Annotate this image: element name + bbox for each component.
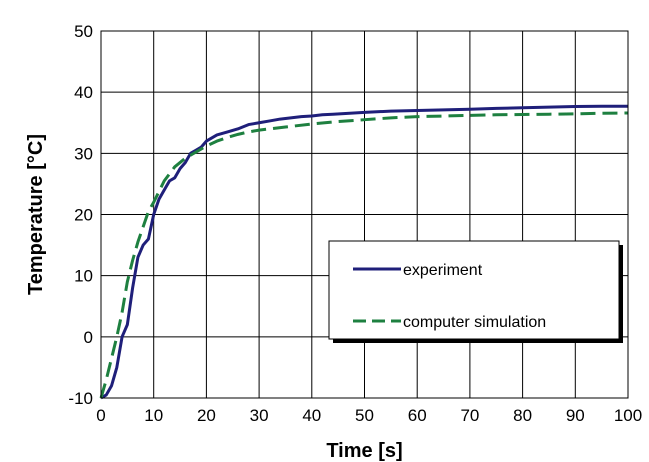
x-tick-label: 70 xyxy=(460,406,479,425)
x-axis-title: Time [s] xyxy=(326,440,402,462)
x-tick-label: 100 xyxy=(614,406,642,425)
y-tick-label: 10 xyxy=(74,267,93,286)
legend-box xyxy=(328,240,620,340)
y-tick-label: -10 xyxy=(68,389,93,408)
x-tick-label: 90 xyxy=(566,406,585,425)
x-tick-label: 40 xyxy=(302,406,321,425)
x-tick-label: 60 xyxy=(408,406,427,425)
x-tick-label: 50 xyxy=(355,406,374,425)
legend: experiment computer simulation xyxy=(328,240,623,343)
series-line-computer-simulation xyxy=(99,111,629,399)
series-group xyxy=(99,104,629,400)
y-tick-label: 0 xyxy=(84,328,93,347)
x-tick-label: 0 xyxy=(96,406,105,425)
legend-label-computer-simulation: computer simulation xyxy=(403,314,546,331)
plot-area-border xyxy=(100,30,629,399)
y-axis-title: Temperature [°C] xyxy=(25,134,47,295)
y-tick-label: 40 xyxy=(74,83,93,102)
x-tick-label: 20 xyxy=(197,406,216,425)
series-line-experiment xyxy=(100,104,628,400)
x-tick-label: 10 xyxy=(144,406,163,425)
x-tick-label: 80 xyxy=(513,406,532,425)
y-tick-label: 30 xyxy=(74,144,93,163)
y-tick-label: 50 xyxy=(74,22,93,41)
legend-label-experiment: experiment xyxy=(403,262,483,279)
y-tick-label: 20 xyxy=(74,206,93,225)
x-tick-label: 30 xyxy=(250,406,269,425)
